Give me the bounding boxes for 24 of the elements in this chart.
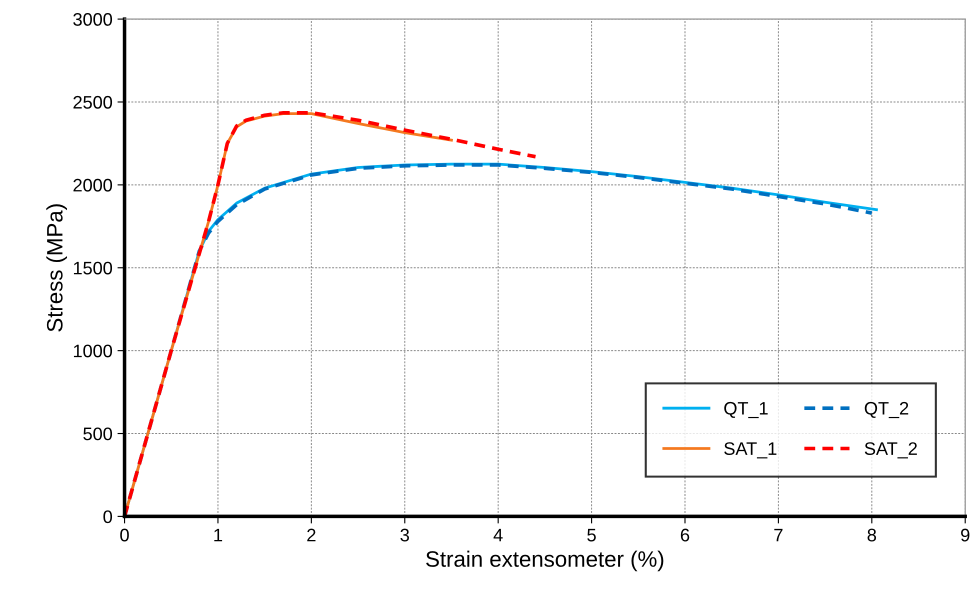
y-tick-label: 1000 [74, 344, 112, 358]
legend-label: SAT_2 [864, 442, 917, 458]
y-tick-label: 0 [103, 510, 112, 524]
x-tick-label: 1 [214, 528, 222, 542]
x-axis-title: Strain extensometer (%) [426, 550, 664, 572]
x-tick-label: 5 [587, 528, 596, 542]
x-tick-label: 2 [307, 528, 316, 542]
x-tick-label: 8 [868, 528, 876, 542]
legend-label: SAT_1 [724, 442, 776, 458]
y-axis-title: Stress (MPa) [46, 204, 68, 332]
y-tick-label: 3000 [73, 13, 112, 26]
x-tick-label: 7 [774, 528, 783, 542]
x-tick-label: 9 [961, 528, 970, 542]
x-tick-label: 3 [400, 528, 409, 542]
legend-label: QT_2 [864, 402, 908, 418]
x-tick-label: 6 [680, 528, 690, 542]
x-tick-label: 4 [494, 528, 503, 542]
x-tick-label: 0 [120, 528, 129, 542]
y-tick-label: 1500 [74, 262, 112, 274]
y-tick-label: 2000 [73, 178, 112, 192]
line-series [124, 110, 538, 516]
y-tick-label: 2500 [73, 96, 112, 109]
y-tick-label: 500 [83, 427, 112, 440]
legend-label: QT_1 [724, 402, 768, 418]
